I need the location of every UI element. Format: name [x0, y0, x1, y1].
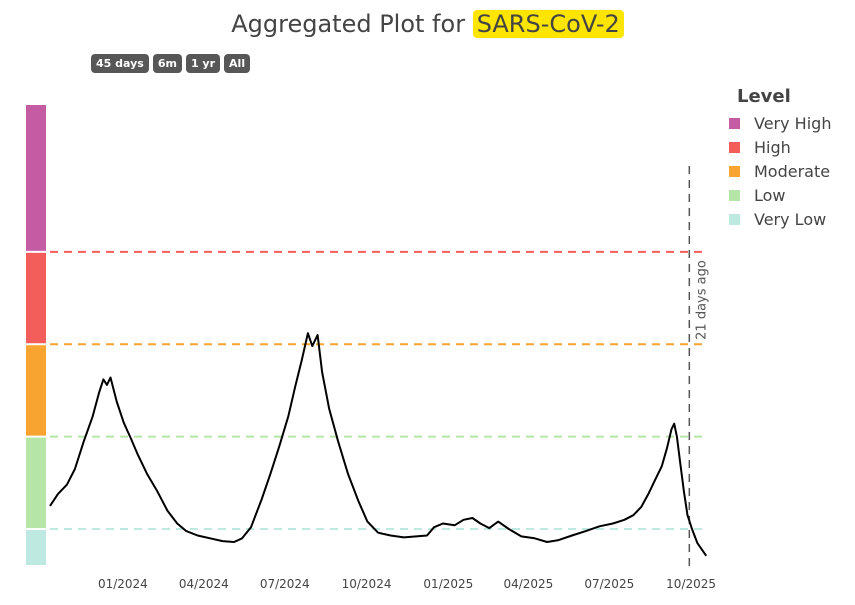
legend-label: Very High — [754, 113, 832, 133]
level-band-moderate — [26, 345, 46, 436]
legend-swatch — [729, 213, 740, 225]
x-tick-label: 04/2025 — [503, 577, 553, 591]
legend-item-high[interactable]: High — [729, 135, 831, 159]
range-1-yr-button[interactable]: 1 yr — [185, 54, 221, 73]
level-band-very-low — [26, 530, 46, 565]
range-all-button[interactable]: All — [224, 54, 251, 73]
range-selector: 45 days 6m 1 yr All — [91, 54, 251, 73]
legend: Level Very High High Moderate Low Very L… — [729, 86, 831, 231]
x-tick-label: 10/2025 — [666, 577, 716, 591]
chart-title-pathogen: SARS-CoV-2 — [472, 10, 624, 38]
level-band-high — [26, 252, 46, 344]
threshold-lines — [50, 250, 708, 531]
chart-title-prefix: Aggregated Plot for — [231, 10, 466, 38]
x-tick-label: 01/2024 — [98, 577, 148, 591]
legend-item-very-high[interactable]: Very High — [729, 111, 831, 135]
range-45-days-button[interactable]: 45 days — [91, 54, 149, 73]
legend-item-moderate[interactable]: Moderate — [729, 159, 831, 183]
legend-label: High — [754, 137, 791, 157]
legend-item-very-low[interactable]: Very Low — [729, 207, 831, 231]
marker-label: 21 days ago — [694, 260, 709, 340]
legend-item-low[interactable]: Low — [729, 183, 831, 207]
range-6m-button[interactable]: 6m — [152, 54, 182, 73]
x-axis-ticks: 01/2024 04/2024 07/2024 10/2024 01/2025 04/20… — [98, 577, 716, 591]
marker: 21 days ago — [688, 166, 709, 566]
series-line — [49, 332, 708, 557]
legend-title: Level — [737, 86, 791, 107]
legend-label: Low — [754, 185, 786, 205]
legend-label: Very Low — [754, 209, 827, 229]
legend-swatch — [729, 189, 740, 201]
level-band-very-high — [26, 105, 46, 251]
legend-label: Moderate — [754, 161, 831, 181]
legend-swatch — [729, 117, 740, 129]
x-tick-label: 10/2024 — [342, 577, 392, 591]
chart-title: Aggregated Plot for SARS-CoV-2 — [0, 10, 855, 38]
legend-swatch — [729, 141, 740, 153]
x-tick-label: 07/2025 — [584, 577, 634, 591]
x-tick-label: 07/2024 — [260, 577, 310, 591]
level-bands — [26, 105, 46, 565]
x-tick-label: 04/2024 — [179, 577, 229, 591]
legend-swatch — [729, 165, 740, 177]
x-tick-label: 01/2025 — [423, 577, 473, 591]
level-band-low — [26, 437, 46, 529]
